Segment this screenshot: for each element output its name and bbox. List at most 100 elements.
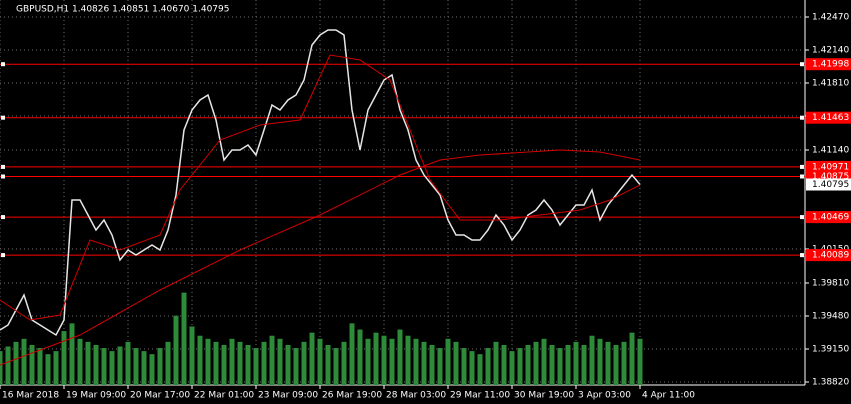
volume-bar: [85, 341, 91, 385]
volume-bar: [565, 344, 571, 385]
volume-bar: [165, 341, 171, 385]
y-tick-label: 1.42140: [812, 46, 849, 56]
volume-bar: [429, 344, 435, 385]
volume-bar: [437, 348, 443, 385]
level-handle: [1, 174, 5, 179]
x-tick-label: 3 Apr 03:00: [578, 391, 631, 401]
level-tag: [806, 111, 851, 124]
volume-bar: [341, 341, 347, 385]
volume-bar: [61, 331, 67, 385]
volume-bar: [245, 344, 251, 385]
volume-bar: [229, 338, 235, 385]
volume-bar: [477, 354, 483, 385]
level-handle: [800, 62, 804, 67]
y-tick-label: 1.38820: [812, 378, 849, 388]
volume-bar: [581, 344, 587, 385]
volume-bar: [637, 338, 643, 385]
volume-bar: [213, 341, 219, 385]
level-tag: [806, 249, 851, 262]
level-handle: [1, 62, 5, 67]
y-tick-label: 1.41140: [812, 146, 849, 156]
level-label: 1.40089: [812, 251, 849, 261]
volume-bar: [109, 351, 115, 385]
volume-bar: [453, 341, 459, 385]
moving-average: [0, 54, 641, 321]
x-tick-label: 30 Mar 19:00: [514, 391, 574, 401]
volume-bar: [445, 338, 451, 385]
volume-bar: [173, 315, 179, 385]
current-price-label: 1.40795: [812, 180, 849, 190]
volume-bar: [501, 344, 507, 385]
x-tick-label: 29 Mar 11:00: [450, 391, 510, 401]
volume-bar: [421, 341, 427, 385]
y-tick-label: 1.39150: [812, 345, 849, 355]
level-tag: [806, 58, 851, 71]
volume-bar: [413, 338, 419, 385]
volume-bar: [397, 329, 403, 385]
volume-bar: [205, 338, 211, 385]
x-tick-label: 4 Apr 11:00: [642, 391, 695, 401]
volume-bar: [197, 335, 203, 385]
y-tick-label: 1.39480: [812, 312, 849, 322]
volume-bar: [45, 354, 51, 385]
volume-bar: [181, 292, 187, 385]
volume-bar: [365, 338, 371, 385]
volume-bar: [221, 344, 227, 385]
moving-average: [0, 149, 641, 366]
level-handle: [800, 253, 804, 258]
volume-bar: [349, 323, 355, 385]
volume-bar: [389, 338, 395, 385]
volume-bar: [21, 338, 27, 385]
volume-bar: [93, 344, 99, 385]
x-tick-label: 20 Mar 17:00: [130, 391, 190, 401]
level-handle: [800, 115, 804, 120]
x-tick-label: 16 Mar 2018: [2, 391, 59, 401]
volume-bar: [325, 344, 331, 385]
volume-bar: [485, 348, 491, 385]
level-handle: [1, 253, 5, 258]
volume-bar: [309, 332, 315, 385]
volume-bar: [189, 326, 195, 385]
x-tick-label: 28 Mar 03:00: [386, 391, 446, 401]
level-tag: [806, 211, 851, 224]
volume-bar: [293, 348, 299, 385]
level-handle: [1, 164, 5, 169]
volume-bar: [29, 344, 35, 385]
volume-bar: [261, 341, 267, 385]
volume-bar: [269, 335, 275, 385]
price-line: [0, 29, 641, 337]
volume-bar: [541, 338, 547, 385]
volume-bar: [621, 341, 627, 385]
volume-bar: [589, 335, 595, 385]
volume-bar: [533, 341, 539, 385]
y-tick-label: 1.41810: [812, 79, 849, 89]
level-label: 1.41998: [812, 60, 849, 70]
volume-bar: [101, 348, 107, 385]
level-handle: [800, 164, 804, 169]
level-tag: [806, 160, 851, 173]
level-handle: [800, 215, 804, 220]
volume-bar: [53, 351, 59, 385]
volume-bar: [149, 354, 155, 385]
volume-bar: [557, 348, 563, 385]
x-tick-label: 23 Mar 09:00: [258, 391, 318, 401]
volume-bar: [509, 351, 515, 385]
x-tick-label: 26 Mar 19:00: [322, 391, 382, 401]
chart-title: GBPUSD,H1 1.40826 1.40851 1.40670 1.4079…: [16, 5, 229, 15]
volume-bar: [141, 351, 147, 385]
volume-bar: [493, 341, 499, 385]
volume-bar: [517, 348, 523, 385]
volume-bar: [597, 338, 603, 385]
volume-bar: [357, 329, 363, 385]
level-handle: [1, 215, 5, 220]
volume-bar: [285, 344, 291, 385]
volume-bar: [469, 351, 475, 385]
level-label: 1.40875: [812, 172, 849, 182]
volume-bar: [237, 341, 243, 385]
volume-bar: [301, 341, 307, 385]
volume-bar: [381, 335, 387, 385]
volume-bar: [405, 335, 411, 385]
